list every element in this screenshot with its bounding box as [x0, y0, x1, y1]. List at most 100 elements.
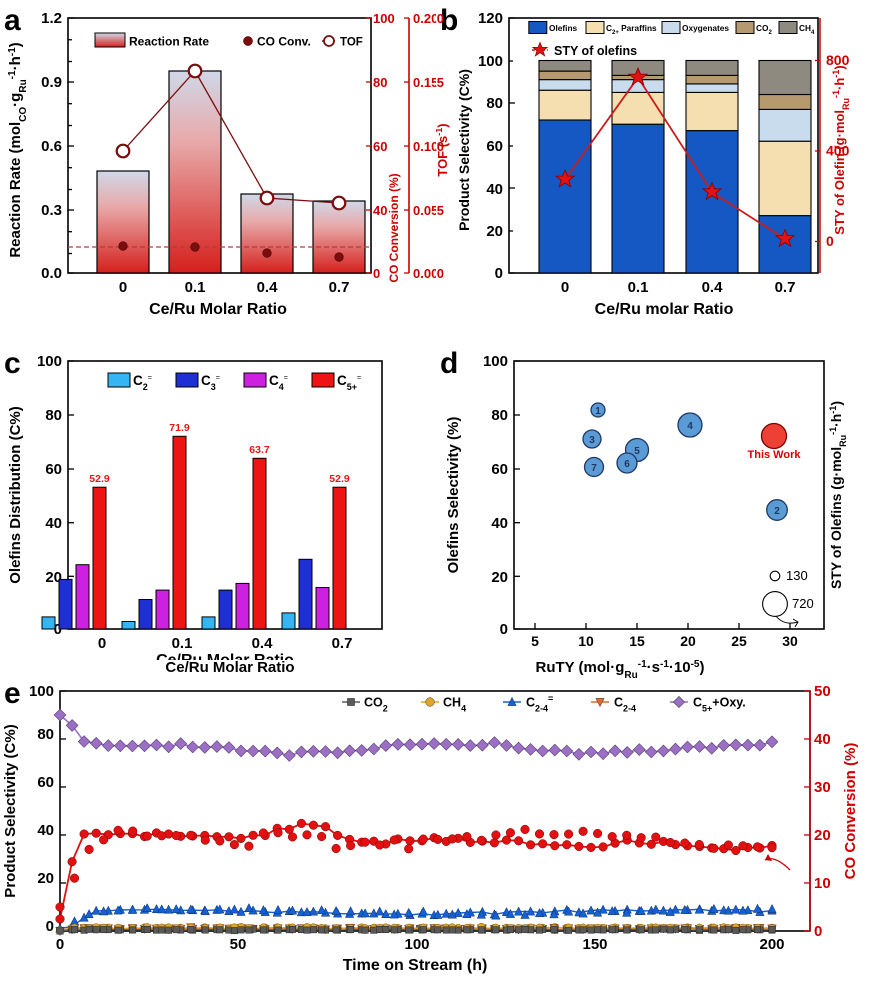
svg-text:Oxygenates: Oxygenates	[682, 23, 729, 33]
svg-text:CO2: CO2	[364, 696, 388, 714]
svg-text:C3=: C3=	[201, 373, 220, 392]
svg-text:Ce/Ru Molar Ratio: Ce/Ru Molar Ratio	[149, 301, 287, 318]
svg-text:0.00: 0.00	[436, 266, 444, 281]
svg-text:0.7: 0.7	[329, 279, 350, 296]
svg-text:0.1: 0.1	[185, 279, 206, 296]
svg-text:CO2: CO2	[756, 23, 772, 36]
svg-text:720: 720	[792, 596, 814, 611]
svg-text:30: 30	[782, 633, 798, 649]
svg-text:0.4: 0.4	[257, 279, 279, 296]
svg-text:120: 120	[478, 10, 503, 27]
svg-text:0.3: 0.3	[41, 202, 62, 219]
svg-text:10: 10	[578, 633, 594, 649]
svg-text:C5++Oxy.: C5++Oxy.	[693, 696, 746, 714]
svg-text:4: 4	[687, 421, 693, 432]
svg-text:0: 0	[814, 923, 822, 940]
svg-text:1: 1	[595, 406, 601, 417]
svg-text:0.7: 0.7	[332, 635, 353, 652]
svg-text:25: 25	[731, 633, 747, 649]
svg-text:0.4: 0.4	[252, 635, 274, 652]
svg-text:TOF (s-1): TOF (s-1)	[436, 123, 450, 176]
svg-text:50: 50	[814, 683, 831, 700]
svg-text:C4=: C4=	[269, 373, 288, 392]
svg-text:Product Selectivity (C%): Product Selectivity (C%)	[456, 69, 472, 231]
svg-text:Olefins: Olefins	[549, 23, 578, 33]
svg-text:30: 30	[814, 779, 831, 796]
svg-text:80: 80	[373, 75, 387, 90]
svg-text:80: 80	[491, 407, 508, 424]
svg-text:20: 20	[814, 827, 831, 844]
svg-text:Olefins Selectivity (%): Olefins Selectivity (%)	[445, 417, 462, 574]
svg-text:0.9: 0.9	[41, 74, 62, 91]
svg-text:0: 0	[56, 936, 64, 953]
svg-text:20: 20	[486, 223, 503, 240]
svg-text:0.15: 0.15	[436, 75, 444, 90]
svg-text:Olefins Distribution (C%): Olefins Distribution (C%)	[7, 406, 24, 584]
svg-text:C5+=: C5+=	[337, 373, 361, 392]
svg-text:0: 0	[373, 266, 380, 281]
svg-text:0.10: 0.10	[413, 139, 436, 154]
svg-text:0: 0	[119, 279, 127, 296]
svg-text:CO Conv.: CO Conv.	[257, 35, 311, 49]
svg-text:e: e	[4, 677, 21, 710]
svg-text:Time on Stream (h): Time on Stream (h)	[343, 957, 488, 974]
svg-text:d: d	[440, 347, 458, 380]
svg-text:0.0: 0.0	[41, 265, 62, 282]
svg-text:60: 60	[37, 774, 54, 791]
svg-text:100: 100	[373, 11, 395, 26]
svg-text:63.7: 63.7	[249, 444, 270, 456]
svg-text:Ce/Ru Molar Ratio: Ce/Ru Molar Ratio	[156, 652, 294, 660]
svg-text:2: 2	[774, 506, 780, 517]
svg-text:0.4: 0.4	[702, 279, 724, 296]
svg-text:15: 15	[629, 633, 645, 649]
svg-text:7: 7	[591, 463, 597, 474]
svg-text:80: 80	[37, 726, 54, 743]
svg-text:130: 130	[786, 568, 808, 583]
svg-text:CH4: CH4	[799, 23, 815, 36]
svg-text:60: 60	[373, 139, 387, 154]
svg-text:0.1: 0.1	[172, 635, 193, 652]
svg-text:60: 60	[486, 138, 503, 155]
svg-text:0.00: 0.00	[413, 266, 436, 281]
svg-text:0.7: 0.7	[775, 279, 796, 296]
svg-text:0: 0	[561, 279, 569, 296]
svg-text:200: 200	[759, 936, 784, 953]
svg-text:RuTY (mol·gRu-1·s-1·10-5): RuTY (mol·gRu-1·s-1·10-5)	[536, 660, 705, 681]
svg-text:150: 150	[582, 936, 607, 953]
svg-text:60: 60	[491, 461, 508, 478]
svg-text:C2-4=: C2-4=	[526, 694, 553, 714]
svg-text:0.20: 0.20	[436, 11, 444, 26]
svg-text:6: 6	[624, 459, 630, 470]
svg-text:0.20: 0.20	[413, 11, 436, 26]
svg-text:STY of Olefins (g·molRu-1·h-1): STY of Olefins (g·molRu-1·h-1)	[828, 401, 848, 589]
svg-text:Product Selectivity (C%): Product Selectivity (C%)	[2, 724, 19, 897]
svg-text:0: 0	[500, 621, 508, 638]
svg-text:40: 40	[37, 822, 54, 839]
svg-text:TOF: TOF	[340, 37, 363, 49]
svg-text:80: 80	[486, 95, 503, 112]
svg-text:52.9: 52.9	[329, 473, 350, 485]
svg-text:60: 60	[45, 461, 62, 478]
svg-text:CO Conversion (%): CO Conversion (%)	[387, 173, 401, 282]
svg-text:80: 80	[45, 407, 62, 424]
svg-text:0.6: 0.6	[41, 138, 62, 155]
svg-text:71.9: 71.9	[169, 422, 190, 434]
svg-text:40: 40	[486, 181, 503, 198]
svg-text:5: 5	[634, 446, 640, 457]
svg-text:100: 100	[37, 353, 62, 370]
svg-text:STY of olefins: STY of olefins	[554, 44, 637, 58]
svg-text:0: 0	[46, 918, 54, 935]
svg-text:a: a	[4, 4, 21, 37]
svg-text:100: 100	[404, 936, 429, 953]
svg-text:CH4: CH4	[443, 696, 466, 714]
svg-text:c: c	[4, 347, 21, 380]
svg-text:Reaction Rate (molCO·gRu-1·h-1: Reaction Rate (molCO·gRu-1·h-1)	[7, 42, 29, 257]
svg-text:40: 40	[373, 203, 387, 218]
svg-text:0.15: 0.15	[413, 75, 436, 90]
svg-text:20: 20	[680, 633, 696, 649]
svg-text:100: 100	[478, 53, 503, 70]
svg-text:0: 0	[98, 635, 106, 652]
svg-text:CO Conversion (%): CO Conversion (%)	[842, 743, 859, 880]
svg-text:0.05: 0.05	[413, 203, 436, 218]
svg-text:5: 5	[531, 633, 539, 649]
